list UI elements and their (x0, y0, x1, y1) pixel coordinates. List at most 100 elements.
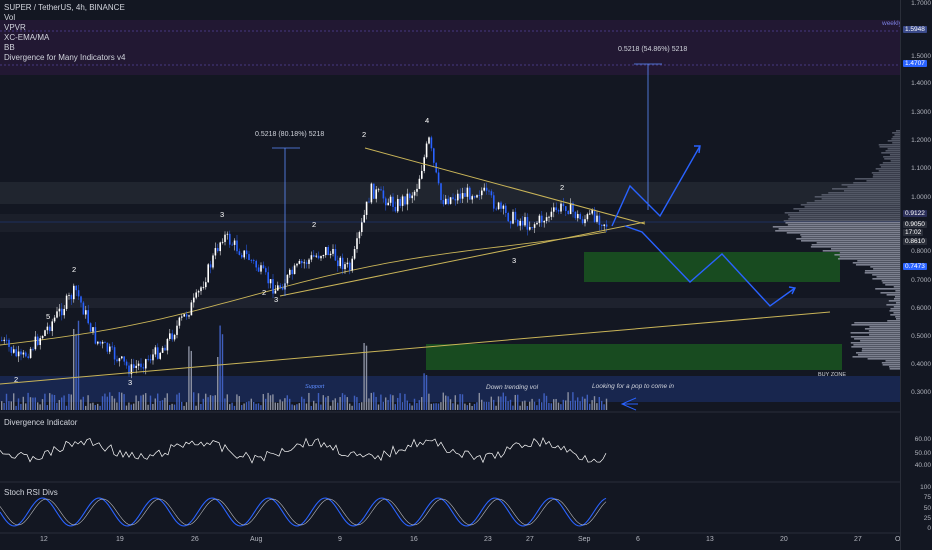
note-support: Support (305, 384, 325, 390)
volume-bar (125, 405, 128, 410)
candle (454, 194, 457, 206)
volume-bar (457, 404, 459, 410)
volume-bar (236, 394, 238, 410)
volume-bar (389, 394, 392, 410)
volume-bar (320, 404, 322, 410)
vpvr-bar (851, 346, 900, 348)
time-label: 27 (854, 536, 862, 543)
vpvr-bar (895, 302, 900, 304)
chart-area[interactable]: SUPER / TetherUS, 4h, BINANCE Vol VPVR X… (0, 0, 906, 550)
candle (464, 187, 466, 197)
volume-bar (190, 350, 192, 410)
candle (317, 251, 320, 260)
volume-bar (476, 402, 478, 410)
volume-bar (394, 404, 396, 410)
candle (231, 242, 233, 246)
vpvr-bar (892, 136, 900, 138)
vpvr-bar (882, 282, 900, 284)
candle (25, 350, 27, 358)
indicator-xc-ema-ma[interactable]: XC-EMA/MA (4, 33, 50, 42)
volume-bar (161, 400, 164, 410)
candle (15, 346, 17, 358)
candle (181, 314, 183, 321)
candle (185, 311, 188, 320)
stoch-pane-title[interactable]: Stoch RSI Divs (4, 488, 58, 497)
volume-bar (188, 346, 190, 410)
price-chart[interactable] (0, 0, 900, 550)
candle (166, 337, 169, 355)
volume-bar (250, 398, 252, 410)
candle (135, 360, 137, 374)
volume-bar (351, 405, 353, 410)
indicator-bb[interactable]: BB (4, 43, 15, 52)
price-badge: 0.7473 (903, 263, 927, 270)
volume-bar (260, 405, 262, 410)
symbol-line[interactable]: SUPER / TetherUS, 4h, BINANCE (4, 3, 125, 12)
candle (337, 255, 339, 272)
volume-bar (209, 395, 212, 410)
candle (411, 192, 413, 204)
volume-bar (296, 404, 298, 410)
candle (272, 274, 274, 299)
vpvr-bar (852, 262, 900, 264)
volume-bar (572, 392, 574, 410)
candle (171, 329, 173, 342)
candle (473, 195, 476, 199)
volume-bar (214, 395, 216, 410)
volume-bar (68, 393, 70, 410)
price-badge: 17:02 (903, 229, 924, 236)
divergence-pane-title[interactable]: Divergence Indicator (4, 418, 78, 427)
candle (305, 260, 308, 269)
volume-bar (574, 400, 576, 410)
candle (267, 266, 269, 289)
candle (39, 335, 41, 350)
price-tick: 0.6000 (911, 305, 931, 312)
candle (68, 292, 70, 300)
indicator-vol[interactable]: Vol (4, 13, 16, 22)
price-axis[interactable]: 1.7000 1.5000 1.4000 1.3000 1.2000 1.100… (900, 0, 932, 550)
volume-bar (154, 398, 156, 410)
volume-bar (269, 395, 272, 410)
volume-bar (17, 398, 20, 410)
volume-bar (533, 401, 536, 410)
candle (286, 274, 289, 286)
price-badge: 0.9050 (903, 221, 927, 228)
volume-bar (185, 402, 188, 410)
vpvr-bar (796, 238, 900, 240)
indicator-divergence[interactable]: Divergence for Many Indicators v4 (4, 53, 126, 62)
bearish-projection (624, 225, 796, 307)
candle (255, 259, 257, 271)
wave-label: 5 (46, 312, 51, 321)
vpvr-bar (891, 138, 900, 140)
volume-bar (241, 405, 243, 410)
candle (483, 183, 485, 192)
volume-bar (233, 405, 236, 410)
candle (452, 193, 454, 201)
price-tick: 1.5000 (911, 53, 931, 60)
candle (428, 136, 430, 145)
candle (109, 343, 111, 355)
volume-bar (505, 396, 507, 410)
indicator-vpvr[interactable]: VPVR (4, 23, 26, 32)
volume-bar (298, 403, 300, 410)
vpvr-bar (869, 326, 900, 328)
candle (137, 360, 140, 371)
candle (178, 316, 181, 329)
volume-bar (550, 403, 552, 410)
candle (145, 358, 147, 375)
candle (20, 348, 22, 361)
volume-bar (519, 405, 521, 410)
vpvr-bar (881, 280, 900, 282)
candle (226, 231, 229, 240)
candle (500, 200, 502, 213)
candle (397, 194, 399, 214)
candle (365, 201, 368, 220)
candle (87, 304, 89, 325)
vpvr-bar (872, 176, 900, 178)
volume-bar (524, 400, 526, 410)
volume-bar (368, 398, 370, 410)
candle (358, 230, 361, 244)
candle (147, 355, 149, 362)
volume-bar (291, 404, 293, 410)
candle (363, 209, 365, 223)
